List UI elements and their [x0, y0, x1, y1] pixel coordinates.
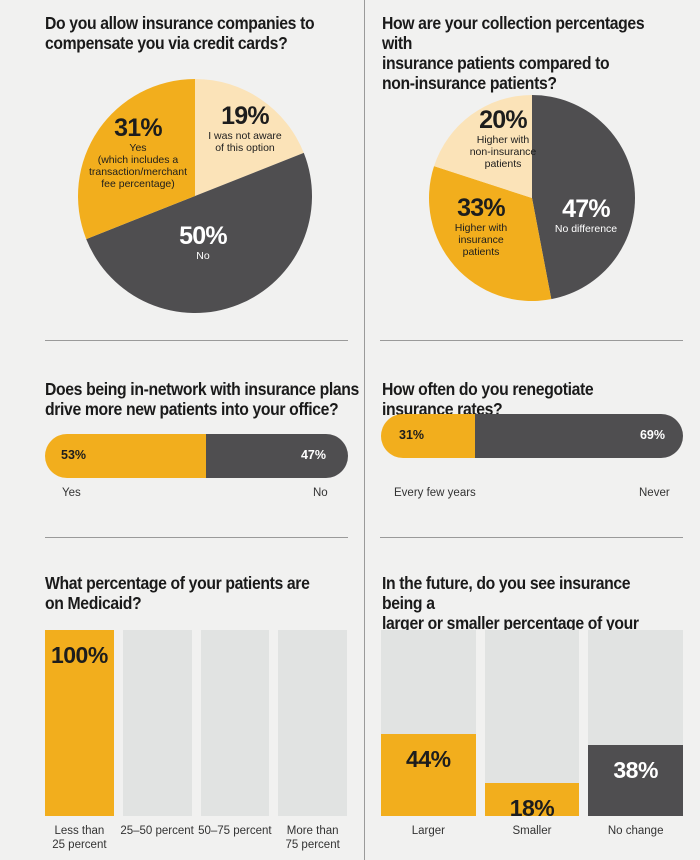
pill-value-every-few-years: 31%	[399, 428, 425, 442]
stacked-bar-renegotiate: 31% 69%	[381, 414, 683, 458]
pie-percent-no-difference: 47%	[562, 195, 610, 223]
pie-chart-credit-cards: 19%I was not aware of this option 50%No 31%…	[77, 79, 313, 313]
column-label-less-than-25-percent: Less than 25 percent	[52, 825, 107, 851]
column-25-50-percent	[122, 630, 192, 816]
pie-label-yes: Yes (which includes a transaction/merchant…	[89, 142, 187, 190]
pie-slice-no-difference	[532, 95, 636, 300]
pie-slice-i-was-not-aware	[195, 79, 304, 196]
column-less-than-25-percent: 100%	[45, 630, 114, 816]
divider-left-1	[45, 340, 348, 341]
chart-5-title: What percentage of your patients are on …	[45, 573, 310, 613]
vertical-divider	[364, 0, 365, 860]
column-label-more-than-75-percent: More than 75 percent	[285, 825, 340, 851]
divider-right-2	[380, 537, 683, 538]
pill-value-never: 69%	[639, 428, 665, 442]
pie-label-higher-with: Higher with non-insurance patients	[470, 134, 537, 170]
pie-slice-higher-with	[429, 166, 552, 302]
pie-label-higher-with: Higher with insurance patients	[455, 222, 508, 258]
column-label-50-75-percent: 50–75 percent	[198, 825, 272, 837]
column-label-no-change: No change	[607, 825, 664, 837]
column-50-75-percent	[200, 630, 270, 816]
pie-percent-i-was-not-aware: 19%	[221, 102, 269, 130]
chart-1-title: Do you allow insurance companies to comp…	[45, 13, 315, 53]
pill-segment-yes: 53%	[45, 434, 206, 478]
pie-label-no-difference: No difference	[555, 223, 617, 235]
pie-label-no: No	[196, 250, 210, 262]
pill-segment-never: 69%	[474, 414, 683, 458]
pill-value-yes: 53%	[61, 448, 87, 462]
column-value-less-than-25-percent: 100%	[50, 642, 108, 668]
pie-percent-higher-with: 20%	[479, 106, 527, 134]
pie-chart-collection: 47%No difference 33%Higher with insurance p…	[429, 95, 636, 302]
column-smaller: 18%	[484, 630, 580, 821]
chart-4-title: How often do you renegotiate insurance r…	[382, 379, 594, 419]
pie-percent-yes: 31%	[114, 114, 162, 142]
pie-slice-higher-with	[434, 95, 532, 198]
column-label-25-50-percent: 25–50 percent	[120, 825, 194, 837]
column-larger: 44%	[381, 630, 476, 816]
column-value-larger: 44%	[406, 746, 451, 773]
pill-label-no: No	[313, 487, 328, 499]
divider-left-2	[45, 537, 348, 538]
pill-segment-every-few-years: 31%	[381, 414, 475, 458]
divider-right-1	[380, 340, 683, 341]
stacked-bar-in-network: 53% 47%	[45, 434, 348, 478]
chart-2-title: How are your collection percentages with…	[382, 13, 645, 93]
column-label-larger: Larger	[411, 825, 445, 837]
column-label-smaller: Smaller	[512, 825, 552, 837]
column-more-than-75-percent	[278, 630, 347, 816]
column-no-change: 38%	[588, 630, 683, 816]
column-fill-smaller	[484, 782, 580, 816]
pie-label-i-was-not-aware: I was not aware of this option	[208, 130, 282, 154]
column-fill-no-change	[588, 745, 683, 816]
pill-value-no: 47%	[300, 448, 326, 462]
column-fill-larger	[381, 734, 476, 816]
pie-slice-yes	[77, 79, 195, 240]
pie-slice-no	[86, 152, 313, 313]
pill-segment-no: 47%	[205, 434, 348, 478]
column-value-no-change: 38%	[613, 757, 658, 784]
pill-label-never: Never	[639, 487, 670, 499]
column-fill-less-than-25-percent	[45, 630, 114, 816]
pill-label-every-few-years: Every few years	[394, 487, 476, 499]
column-value-smaller: 18%	[509, 794, 555, 821]
pill-label-yes: Yes	[62, 487, 81, 499]
chart-3-title: Does being in-network with insurance pla…	[45, 379, 359, 419]
pie-percent-higher-with: 33%	[457, 194, 505, 222]
pie-percent-no: 50%	[179, 222, 227, 250]
